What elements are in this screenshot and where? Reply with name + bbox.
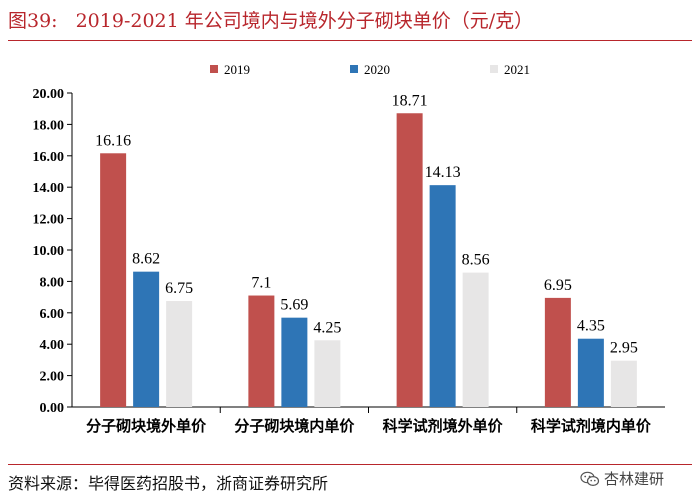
wechat-icon [580,471,600,486]
footer-divider [8,464,692,465]
data-label-2019: 7.1 [251,275,271,292]
bar-2020 [133,271,160,407]
bar-2019 [248,295,275,407]
data-label-2020: 5.69 [280,297,308,314]
y-tick-label: 0.00 [40,401,65,416]
x-category-label: 分子砌块境外单价 [86,417,207,435]
bar-2021 [610,360,637,407]
y-tick-label: 4.00 [40,338,65,353]
data-label-2021: 2.95 [610,340,638,357]
y-tick-label: 16.00 [33,150,65,165]
data-label-2019: 18.71 [392,92,428,109]
bar-2020 [281,317,308,407]
data-label-2020: 14.13 [425,164,461,181]
y-tick-label: 6.00 [40,307,65,322]
x-category-label: 科学试剂境外单价 [383,417,504,435]
data-label-2021: 4.25 [313,319,341,336]
y-tick-label: 12.00 [33,213,65,228]
legend-swatch-2021 [490,65,498,73]
bar-2021 [166,301,193,407]
y-tick-label: 2.00 [40,370,65,385]
bar-2019 [100,153,127,407]
legend-label-2019: 2019 [224,62,250,77]
figure-title-text: 2019-2021 年公司境内与境外分子砌块单价（元/克） [75,10,534,32]
legend-label-2020: 2020 [364,62,390,77]
data-label-2019: 6.95 [544,277,572,294]
bar-2019 [396,113,423,408]
bar-2019 [544,297,571,407]
data-label-2019: 16.16 [95,132,131,149]
y-tick-label: 8.00 [40,275,65,290]
data-label-2020: 4.35 [577,318,605,335]
bar-2020 [577,338,604,407]
figure-label: 图39: [8,10,58,32]
bar-2021 [314,340,341,407]
title-divider [8,40,692,41]
legend-swatch-2020 [350,65,358,73]
y-tick-label: 18.00 [33,118,65,133]
figure-title: 图39: 2019-2021 年公司境内与境外分子砌块单价（元/克） [8,6,533,33]
legend-label-2021: 2021 [504,62,530,77]
y-tick-label: 14.00 [33,181,65,196]
watermark-text: 杏林建研 [604,470,665,488]
watermark: 杏林建研 [580,468,664,489]
bar-2020 [429,185,456,407]
x-category-label: 科学试剂境内单价 [531,417,652,435]
data-label-2021: 8.56 [462,252,490,269]
bar-2021 [462,272,489,407]
x-category-label: 分子砌块境内单价 [234,417,355,435]
data-label-2020: 8.62 [132,251,160,268]
legend-swatch-2019 [210,65,218,73]
source-note: 资料来源：毕得医药招股书，浙商证券研究所 [8,474,329,493]
y-tick-label: 20.00 [33,87,65,102]
y-tick-label: 10.00 [33,244,65,259]
data-label-2021: 6.75 [165,280,193,297]
